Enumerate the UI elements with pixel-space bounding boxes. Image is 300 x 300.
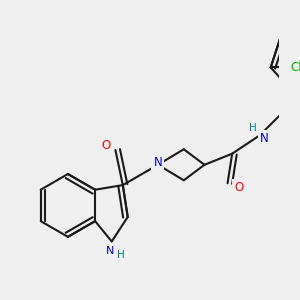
Text: N: N bbox=[106, 246, 114, 256]
Text: O: O bbox=[102, 139, 111, 152]
Text: N: N bbox=[154, 156, 162, 170]
Text: N: N bbox=[260, 132, 269, 146]
Text: Cl: Cl bbox=[291, 61, 300, 74]
Text: H: H bbox=[117, 250, 125, 260]
Text: O: O bbox=[234, 182, 243, 194]
Text: H: H bbox=[249, 123, 256, 133]
